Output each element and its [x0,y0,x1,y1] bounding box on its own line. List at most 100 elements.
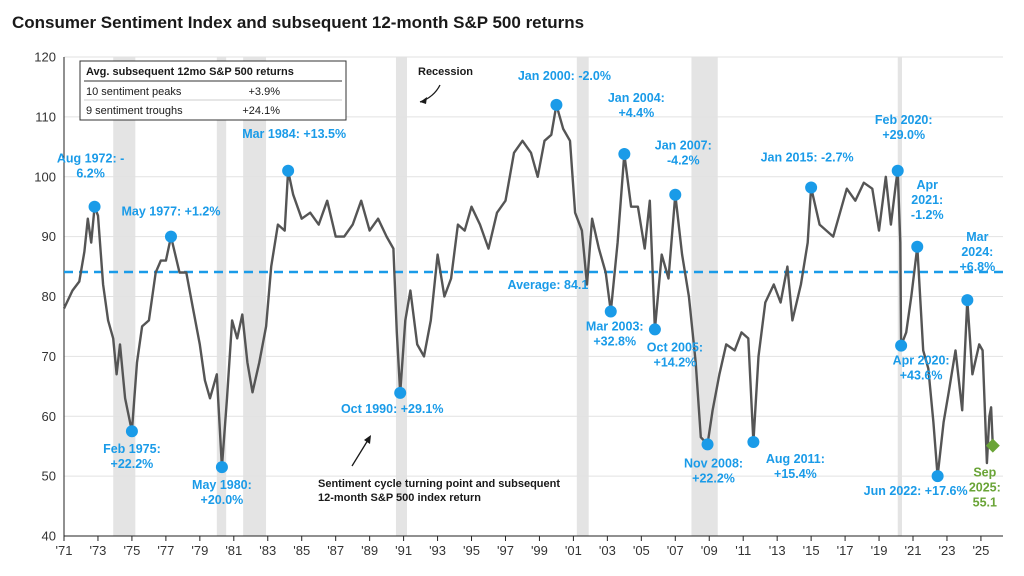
turning-point-note: Sentiment cycle turning point and subseq… [318,478,560,504]
x-tick-label-'85: '85 [293,543,310,558]
peak-label-5-line-1: -4.2% [667,154,700,168]
trough-label-0: Feb 1975: +22.2% [103,442,161,471]
sentiment-series-line-0 [62,103,994,478]
latest-label-line-2: 55.1 [973,496,997,510]
trough-label-6: Aug 2011: +15.4% [766,452,825,481]
peak-point-3 [550,98,563,111]
peak-label-0-line-1: 6.2% [76,167,105,181]
table-row-label-0: 10 sentiment peaks [86,86,182,98]
x-tick-label-'95: '95 [463,543,480,558]
peak-label-9-line-0: Mar [966,230,988,244]
x-tick-label-'17: '17 [837,543,854,558]
y-tick-label-100: 100 [34,169,56,184]
trough-point-6 [747,435,760,448]
x-tick-label-'13: '13 [769,543,786,558]
peak-label-9-line-2: +6.8% [959,260,995,274]
peak-point-7 [891,164,904,177]
peak-label-2: Mar 1984: +13.5% [242,127,346,141]
trough-point-4 [648,323,661,336]
latest-label-line-1: 2025: [969,481,1001,495]
average-label: Average: 84.1 [508,278,589,292]
y-tick-label-120: 120 [34,50,56,65]
peak-label-3: Jan 2000: -2.0% [518,69,611,83]
x-tick-label-'19: '19 [871,543,888,558]
y-tick-label-50: 50 [42,469,56,484]
x-tick-label-'79: '79 [191,543,208,558]
trough-point-3 [604,305,617,318]
trough-label-0-line-0: Feb 1975: [103,442,161,456]
peak-label-9: Mar 2024: +6.8% [959,230,995,274]
x-tick-label-'91: '91 [395,543,412,558]
peak-label-6: Jan 2015: -2.7% [761,151,854,165]
peak-label-5-line-0: Jan 2007: [655,139,712,153]
trough-label-1: May 1980: +20.0% [192,478,252,507]
peak-label-0-line-0: Aug 1972: - [57,152,124,166]
peak-label-0: Aug 1972: -6.2% [57,152,124,181]
trough-label-4-line-0: Oct 2005: [647,340,703,354]
x-tick-label-'77: '77 [157,543,174,558]
x-tick-label-'03: '03 [599,543,616,558]
y-tick-label-90: 90 [42,229,56,244]
table-row-value-0: +3.9% [249,86,281,98]
trough-label-1-line-1: +20.0% [201,493,244,507]
recession-arrow-head [420,97,427,104]
recession-arrow [419,84,441,103]
peak-point-0 [88,200,101,213]
peak-label-2-line-0: Mar 1984: +13.5% [242,127,346,141]
axes [63,57,1003,537]
trough-label-7: Apr 2020: +43.6% [893,354,950,383]
trough-label-3: Mar 2003: +32.8% [586,319,644,348]
turning-point-arrow [351,439,369,467]
trough-point-1 [215,461,228,474]
x-tick-label-'11: '11 [735,543,751,558]
peak-label-8: Apr 2021: -1.2% [911,178,944,222]
trough-label-4-line-1: +14.2% [654,355,697,369]
trough-label-7-line-1: +43.6% [900,369,943,383]
peak-label-7-line-1: +29.0% [882,128,925,142]
peak-point-2 [282,164,295,177]
recession-label: Recession [418,66,473,78]
x-tick-label-'83: '83 [259,543,276,558]
returns-table: Avg. subsequent 12mo S&P 500 returns 10 s… [79,60,347,121]
peak-label-8-line-2: -1.2% [911,208,944,222]
peak-point-5 [669,188,682,201]
peak-label-8-line-1: 2021: [911,193,943,207]
trough-label-4: Oct 2005: +14.2% [647,340,703,369]
x-tick-label-'05: '05 [633,543,650,558]
peak-label-4-line-1: +4.4% [618,106,654,120]
y-tick-label-60: 60 [42,409,56,424]
peak-point-1 [164,230,177,243]
trough-point-2 [394,386,407,399]
x-tick-label-'23: '23 [938,543,955,558]
x-tick-label-'73: '73 [89,543,106,558]
latest-point [985,438,1000,453]
x-tick-label-'71: '71 [56,543,73,558]
peak-label-7: Feb 2020: +29.0% [875,113,933,142]
trough-label-5-line-1: +22.2% [692,471,735,485]
table-row-value-1: +24.1% [242,105,280,117]
turning-point-note-line-0: Sentiment cycle turning point and subseq… [318,478,560,490]
trough-label-5-line-0: Nov 2008: [684,456,743,470]
peak-label-7-line-0: Feb 2020: [875,113,933,127]
x-tick-label-'75: '75 [123,543,140,558]
x-tick-label-'07: '07 [667,543,684,558]
peak-label-1-line-0: May 1977: +1.2% [121,205,220,219]
peak-point-6 [805,181,818,194]
peak-label-1: May 1977: +1.2% [121,205,220,219]
x-tick-label-'93: '93 [429,543,446,558]
trough-point-8 [931,470,944,483]
x-tick-label-'99: '99 [531,543,548,558]
peak-label-4: Jan 2004: +4.4% [608,91,665,120]
peak-label-5: Jan 2007: -4.2% [655,139,712,168]
trough-label-2-line-0: Oct 1990: +29.1% [341,402,444,416]
x-tick-label-'87: '87 [327,543,344,558]
turning-points [88,98,1000,483]
trough-label-6-line-1: +15.4% [774,467,817,481]
peak-label-6-line-0: Jan 2015: -2.7% [761,151,854,165]
peak-label-8-line-0: Apr [916,178,938,192]
peak-point-8 [911,240,924,253]
table-frame [79,60,347,121]
trough-label-8: Jun 2022: +17.6% [864,484,968,498]
peak-point-9 [961,294,974,307]
